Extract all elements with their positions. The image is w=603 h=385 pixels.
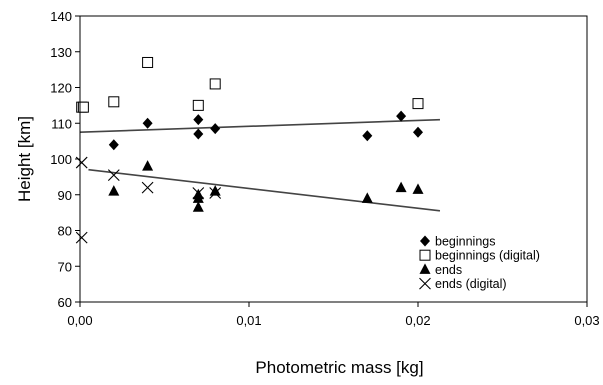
y-tick-label: 90 xyxy=(58,188,72,203)
data-point xyxy=(143,57,153,67)
legend-label: beginnings xyxy=(435,235,495,249)
data-point xyxy=(413,99,423,109)
data-point xyxy=(142,182,153,193)
y-axis-ticks: 60 70 80 90 100 110 120 130 140 xyxy=(50,9,80,310)
data-point xyxy=(362,192,373,203)
y-tick-label: 110 xyxy=(51,116,72,131)
legend-label: beginnings (digital) xyxy=(435,249,540,263)
legend-marker xyxy=(420,250,430,260)
x-axis-ticks: 0,00 0,01 0,02 0,03 xyxy=(67,302,599,328)
data-point xyxy=(210,79,220,89)
data-point xyxy=(193,100,203,110)
y-tick-label: 100 xyxy=(50,152,72,167)
data-point xyxy=(210,185,221,196)
legend-marker xyxy=(420,236,430,247)
trendline xyxy=(88,170,440,211)
data-point xyxy=(109,97,119,107)
data-point xyxy=(76,157,87,168)
x-axis-title: Photometric mass [kg] xyxy=(255,358,423,377)
data-point xyxy=(109,139,119,150)
y-tick-label: 70 xyxy=(58,259,72,274)
data-point xyxy=(362,130,372,141)
data-point xyxy=(142,160,153,171)
legend-label: ends (digital) xyxy=(435,277,507,291)
legend-marker xyxy=(420,263,431,274)
x-tick-label: 0,03 xyxy=(574,313,599,328)
data-point xyxy=(413,183,424,194)
y-axis-title: Height [km] xyxy=(15,116,34,202)
data-point xyxy=(193,201,204,212)
legend-marker xyxy=(420,278,431,289)
data-points xyxy=(76,57,423,243)
data-point xyxy=(396,182,407,193)
data-point xyxy=(108,170,119,181)
legend-label: ends xyxy=(435,263,462,277)
x-tick-label: 0,01 xyxy=(236,313,261,328)
trendline xyxy=(80,120,440,133)
y-tick-label: 120 xyxy=(50,81,72,96)
y-tick-label: 130 xyxy=(50,45,72,60)
y-tick-label: 80 xyxy=(58,224,72,239)
data-point xyxy=(413,127,423,138)
data-point xyxy=(210,123,220,134)
data-point xyxy=(76,232,87,243)
x-tick-label: 0,00 xyxy=(67,313,92,328)
y-tick-label: 60 xyxy=(58,295,72,310)
data-point xyxy=(143,118,153,129)
series-beginnings xyxy=(109,111,423,151)
series-beginnings-digital xyxy=(77,57,423,112)
data-point xyxy=(108,185,119,196)
x-tick-label: 0,02 xyxy=(405,313,430,328)
data-point xyxy=(193,128,203,139)
y-tick-label: 140 xyxy=(50,9,72,24)
data-point xyxy=(193,114,203,125)
trendlines xyxy=(80,120,440,211)
data-point xyxy=(396,111,406,122)
